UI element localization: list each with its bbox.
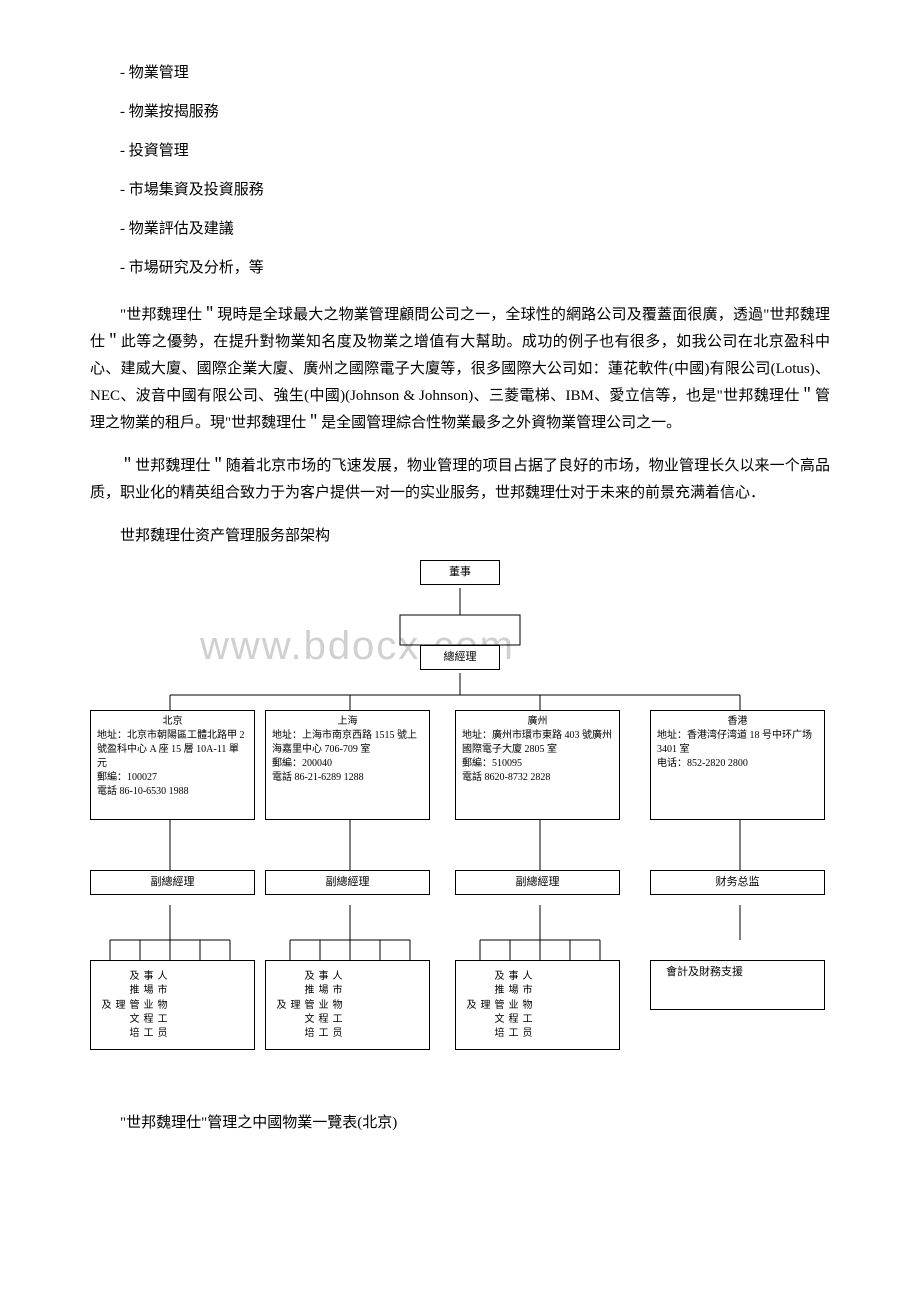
leaf-label: 工程文 (125, 1012, 167, 1024)
org-chart-title: 世邦魏理仕资产管理服务部架构 (90, 523, 830, 550)
list-item: - 物業按揭服務 (120, 99, 830, 126)
org-node-dgm: 副總經理 (265, 870, 430, 895)
org-node-accounting: 會計及財務支援 (650, 960, 825, 1010)
org-leaves-group: 人事及 市場推 物业管理及 工程文 员工培 (265, 960, 430, 1050)
list-item: - 物業管理 (120, 60, 830, 87)
org-leaves-group: 人事及 市場推 物业管理及 工程文 员工培 (455, 960, 620, 1050)
office-addr: 地址：上海市南京西路 1515 號上海嘉里中心 706-709 室 (272, 729, 423, 757)
leaf-label: 物业管理及 (272, 998, 342, 1010)
leaf-label: 工程文 (300, 1012, 342, 1024)
footer-title: "世邦魏理仕"管理之中國物業一覽表(北京) (90, 1110, 830, 1137)
office-name: 廣州 (462, 715, 613, 729)
org-node-hongkong: 香港 地址：香港湾仔湾道 18 号中环广场 3401 室 电话：852-2820… (650, 710, 825, 820)
org-leaves-group: 人事及 市場推 物业管理及 工程文 员工培 (90, 960, 255, 1050)
org-node-dgm: 副總經理 (90, 870, 255, 895)
office-addr: 地址：香港湾仔湾道 18 号中环广场 3401 室 (657, 729, 818, 757)
leaf-label: 员工培 (125, 1027, 167, 1039)
org-node-director: 董事 (420, 560, 500, 585)
list-item: - 市場集資及投資服務 (120, 177, 830, 204)
office-tel: 電話 86-10-6530 1988 (97, 785, 248, 799)
leaf-label: 市場推 (490, 983, 532, 995)
leaf-label: 员工培 (300, 1027, 342, 1039)
paragraph-1: "世邦魏理仕＂現時是全球最大之物業管理顧問公司之一，全球性的網路公司及覆蓋面很廣… (90, 302, 830, 437)
leaf-label: 物业管理及 (462, 998, 532, 1010)
leaf-label: 人事及 (490, 969, 532, 981)
org-node-shanghai: 上海 地址：上海市南京西路 1515 號上海嘉里中心 706-709 室 郵編：… (265, 710, 430, 820)
leaf-label: 人事及 (125, 969, 167, 981)
paragraph-2: ＂世邦魏理仕＂随着北京市场的飞速发展，物业管理的项目占据了良好的市场，物业管理长… (90, 453, 830, 507)
leaf-label: 工程文 (490, 1012, 532, 1024)
office-name: 上海 (272, 715, 423, 729)
org-node-dgm: 副總經理 (455, 870, 620, 895)
list-item: - 投資管理 (120, 138, 830, 165)
office-addr: 地址：廣州市環市東路 403 號廣州國際電子大廈 2805 室 (462, 729, 613, 757)
leaf-label: 人事及 (300, 969, 342, 981)
office-zip: 郵編：100027 (97, 771, 248, 785)
office-addr: 地址：北京市朝陽區工體北路甲 2 號盈科中心 A 座 15 層 10A-11 單… (97, 729, 248, 771)
office-zip: 郵編：510095 (462, 757, 613, 771)
leaf-label: 市場推 (300, 983, 342, 995)
office-tel: 电话：852-2820 2800 (657, 757, 818, 771)
leaf-label: 员工培 (490, 1027, 532, 1039)
org-chart: 董事 總經理 北京 地址：北京市朝陽區工體北路甲 2 號盈科中心 A 座 15 … (90, 560, 830, 1090)
leaf-label: 物业管理及 (97, 998, 167, 1010)
org-node-beijing: 北京 地址：北京市朝陽區工體北路甲 2 號盈科中心 A 座 15 層 10A-1… (90, 710, 255, 820)
leaf-label: 市場推 (125, 983, 167, 995)
org-node-gm: 總經理 (420, 645, 500, 670)
office-name: 香港 (657, 715, 818, 729)
list-item: - 物業評估及建議 (120, 216, 830, 243)
office-zip: 郵編：200040 (272, 757, 423, 771)
org-node-cfo: 财务总监 (650, 870, 825, 895)
office-name: 北京 (97, 715, 248, 729)
org-node-guangzhou: 廣州 地址：廣州市環市東路 403 號廣州國際電子大廈 2805 室 郵編：51… (455, 710, 620, 820)
list-item: - 市場研究及分析，等 (120, 255, 830, 282)
office-tel: 電話 86-21-6289 1288 (272, 771, 423, 785)
service-list: - 物業管理 - 物業按揭服務 - 投資管理 - 市場集資及投資服務 - 物業評… (120, 60, 830, 282)
office-tel: 電話 8620-8732 2828 (462, 771, 613, 785)
